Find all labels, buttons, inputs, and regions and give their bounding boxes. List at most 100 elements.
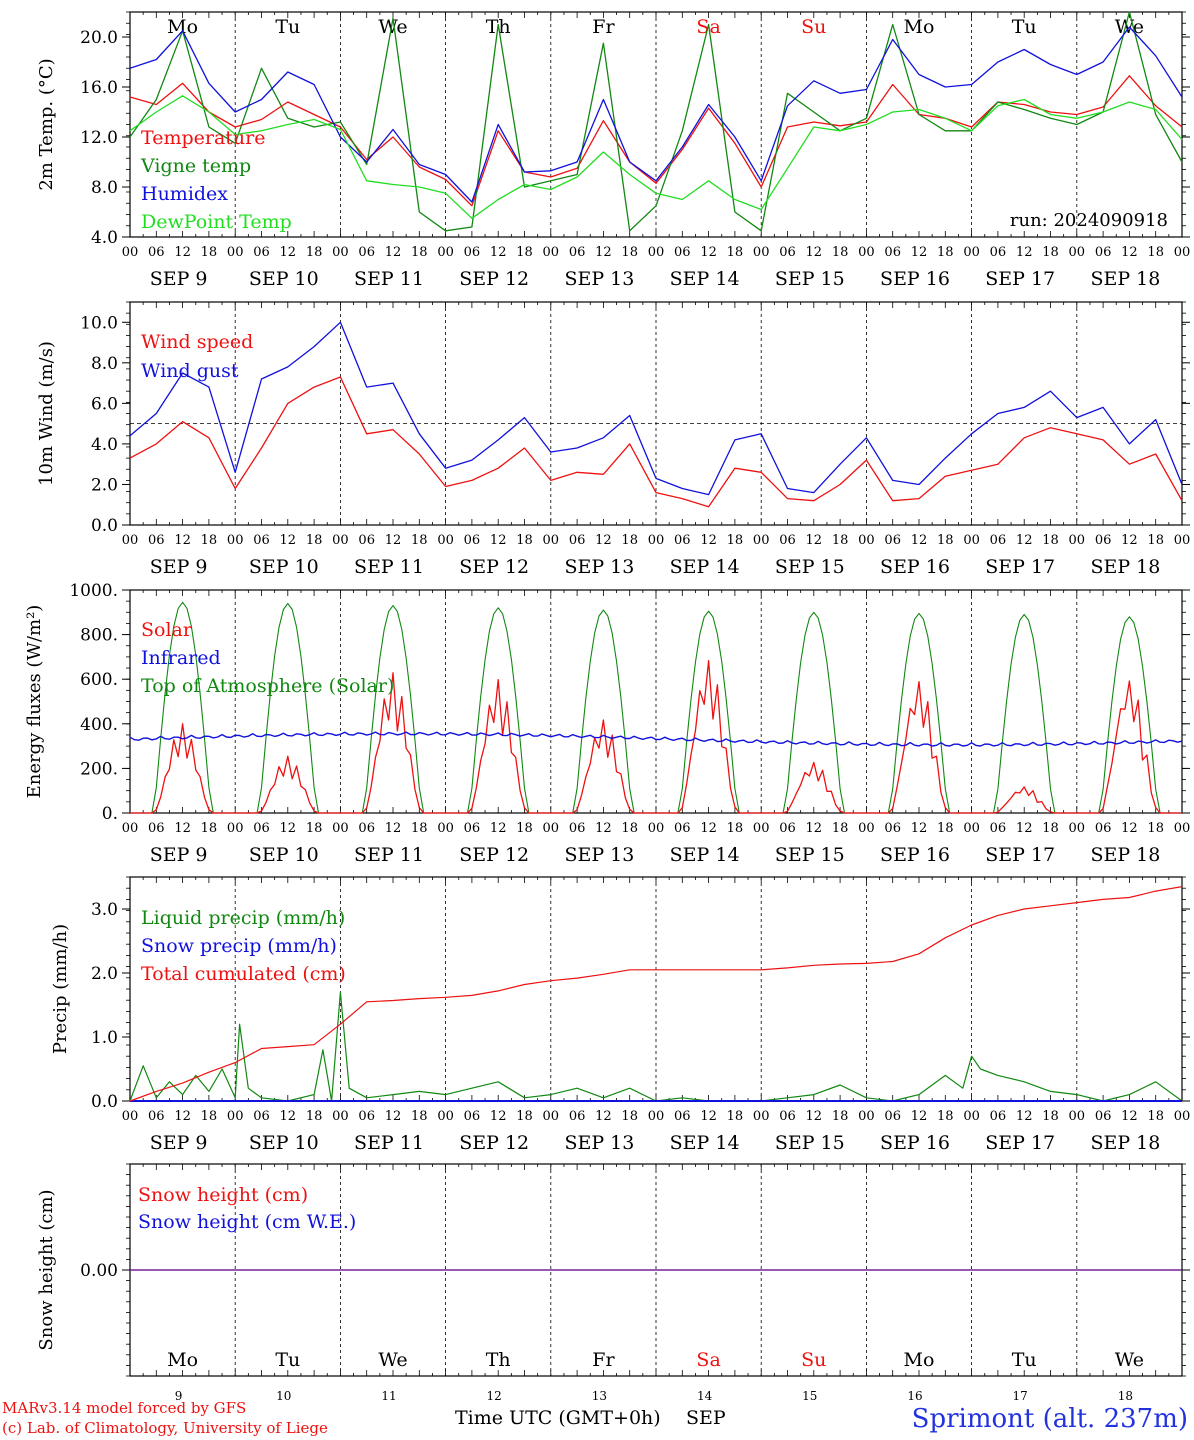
hour-tick-label: 12 <box>911 821 928 836</box>
date-label: SEP 16 <box>880 844 950 866</box>
hour-tick-label: 00 <box>753 1109 770 1124</box>
hour-tick-label: 00 <box>1174 533 1191 548</box>
date-label: SEP 18 <box>1090 1132 1160 1154</box>
hour-tick-label: 18 <box>306 821 323 836</box>
hour-tick-label: 00 <box>332 533 349 548</box>
hour-tick-label: 00 <box>437 821 454 836</box>
series-line-dewpoint-temp <box>129 95 1183 219</box>
legend-entry: Wind speed <box>141 331 253 353</box>
hour-tick-label: 12 <box>385 821 402 836</box>
hour-tick-label: 00 <box>963 533 980 548</box>
day-number-label: 16 <box>907 1389 922 1403</box>
hour-tick-label: 06 <box>779 1109 796 1124</box>
hour-tick-label: 18 <box>1042 821 1059 836</box>
hour-tick-label: 06 <box>569 533 586 548</box>
hour-tick-label: 12 <box>1016 821 1033 836</box>
hour-tick-label: 06 <box>464 533 481 548</box>
hour-tick-label: 12 <box>806 1109 823 1124</box>
legend-entry: Snow height (cm W.E.) <box>138 1211 356 1233</box>
hour-tick-label: 12 <box>595 245 612 260</box>
weekday-label: Tu <box>275 16 300 38</box>
hour-tick-label: 00 <box>543 533 560 548</box>
weekday-label: Fr <box>592 16 615 38</box>
legend-entry: Wind gust <box>141 360 239 382</box>
panel-4: 0.0 1.0 2.0 3.0 Precip (mm/h) 00 06 12 18 SEP 9 00… <box>50 876 1190 1154</box>
hour-tick-label: 18 <box>516 533 533 548</box>
hour-tick-label: 12 <box>490 533 507 548</box>
hour-tick-label: 18 <box>1042 245 1059 260</box>
hour-tick-label: 12 <box>700 533 717 548</box>
hour-tick-label: 06 <box>358 533 375 548</box>
hour-tick-label: 06 <box>464 1109 481 1124</box>
weekday-label: Mo <box>167 1349 198 1371</box>
legend-entry: Temperature <box>141 127 265 149</box>
weekday-label: Sa <box>696 1349 720 1371</box>
month-label: SEP <box>686 1407 726 1429</box>
weekday-label: Th <box>486 1349 511 1371</box>
hour-tick-label: 00 <box>858 245 875 260</box>
hour-tick-label: 12 <box>174 533 191 548</box>
date-label: SEP 12 <box>459 844 529 866</box>
hour-tick-label: 00 <box>332 245 349 260</box>
hour-tick-label: 06 <box>1095 821 1112 836</box>
y-tick-label: 0.00 <box>80 1261 118 1281</box>
date-label: SEP 17 <box>985 844 1055 866</box>
hour-tick-label: 06 <box>569 245 586 260</box>
day-number-label: 18 <box>1118 1389 1133 1403</box>
date-label: SEP 17 <box>985 1132 1055 1154</box>
hour-tick-label: 00 <box>648 821 665 836</box>
hour-tick-label: 06 <box>884 1109 901 1124</box>
date-label: SEP 15 <box>775 844 845 866</box>
y-tick-label: 800. <box>80 626 118 646</box>
hour-tick-label: 00 <box>122 533 139 548</box>
date-label: SEP 12 <box>459 268 529 290</box>
hour-tick-label: 00 <box>332 821 349 836</box>
hour-tick-label: 00 <box>543 1109 560 1124</box>
hour-tick-label: 18 <box>832 821 849 836</box>
hour-tick-label: 06 <box>358 821 375 836</box>
hour-tick-label: 06 <box>358 245 375 260</box>
hour-tick-label: 00 <box>753 821 770 836</box>
date-label: SEP 14 <box>670 556 740 578</box>
weekday-label: Tu <box>275 1349 300 1371</box>
series-line-vigne-temp <box>129 11 1183 232</box>
date-label: SEP 11 <box>354 556 424 578</box>
hour-tick-label: 12 <box>911 245 928 260</box>
legend-entry: Liquid precip (mm/h) <box>141 907 345 929</box>
hour-tick-label: 18 <box>621 821 638 836</box>
hour-tick-label: 18 <box>516 1109 533 1124</box>
hour-tick-label: 06 <box>674 821 691 836</box>
hour-tick-label: 00 <box>753 533 770 548</box>
hour-tick-label: 18 <box>1147 245 1164 260</box>
date-label: SEP 16 <box>880 556 950 578</box>
series-line-wind-gust <box>129 321 1183 496</box>
date-label: SEP 15 <box>775 556 845 578</box>
hour-tick-label: 12 <box>806 533 823 548</box>
y-tick-label: 4.0 <box>91 435 118 455</box>
y-tick-label: 8.0 <box>91 354 118 374</box>
y-tick-label: 0.0 <box>91 516 118 536</box>
hour-tick-label: 06 <box>674 533 691 548</box>
y-tick-label: 1.0 <box>91 1028 118 1048</box>
hour-tick-label: 18 <box>727 245 744 260</box>
hour-tick-label: 06 <box>148 1109 165 1124</box>
hour-tick-label: 00 <box>122 1109 139 1124</box>
hour-tick-label: 00 <box>332 1109 349 1124</box>
y-axis-label: Snow height (cm) <box>36 1189 57 1350</box>
hour-tick-label: 06 <box>253 533 270 548</box>
weekday-label: Tu <box>1012 16 1037 38</box>
hour-tick-label: 06 <box>674 1109 691 1124</box>
hour-tick-label: 18 <box>201 1109 218 1124</box>
hour-tick-label: 06 <box>569 1109 586 1124</box>
hour-tick-label: 06 <box>253 1109 270 1124</box>
date-label: SEP 11 <box>354 268 424 290</box>
hour-tick-label: 12 <box>911 1109 928 1124</box>
weekday-label: We <box>378 16 407 38</box>
date-label: SEP 11 <box>354 1132 424 1154</box>
panel-5: 0.00 Snow height (cm) Mo Tu We Th Fr Sa Su Mo Tu We… <box>36 1163 1190 1403</box>
hour-tick-label: 18 <box>306 533 323 548</box>
y-tick-label: 3.0 <box>91 900 118 920</box>
date-label: SEP 15 <box>775 268 845 290</box>
y-tick-label: 0.0 <box>91 1092 118 1112</box>
date-label: SEP 14 <box>670 1132 740 1154</box>
